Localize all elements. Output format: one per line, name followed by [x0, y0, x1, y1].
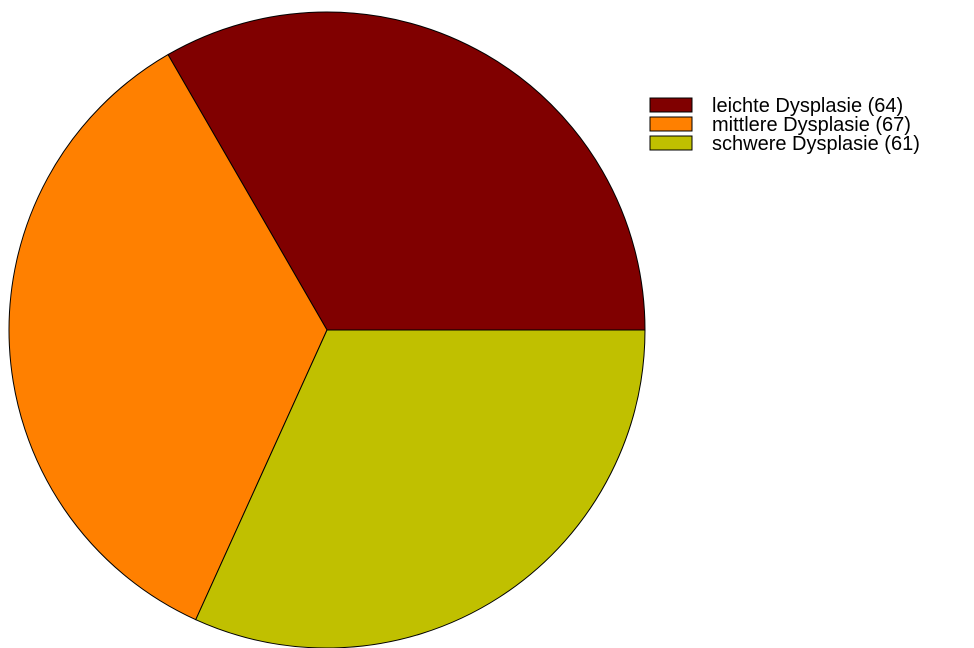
legend-label-3: schwere Dysplasie (61): [712, 133, 920, 155]
pie-slice-1: [167, 11, 646, 331]
legend-swatch-3: [649, 135, 693, 151]
pie-slices: [8, 11, 646, 648]
legend-label-2: mittlere Dysplasie (67): [712, 114, 911, 136]
legend: leichte Dysplasie (64)mittlere Dysplasie…: [649, 95, 920, 155]
pie-slice-3: [195, 329, 646, 648]
legend-swatch-1: [649, 97, 693, 113]
legend-label-1: leichte Dysplasie (64): [712, 95, 903, 117]
pie-slice-2: [8, 54, 328, 621]
legend-swatch-2: [649, 116, 693, 132]
